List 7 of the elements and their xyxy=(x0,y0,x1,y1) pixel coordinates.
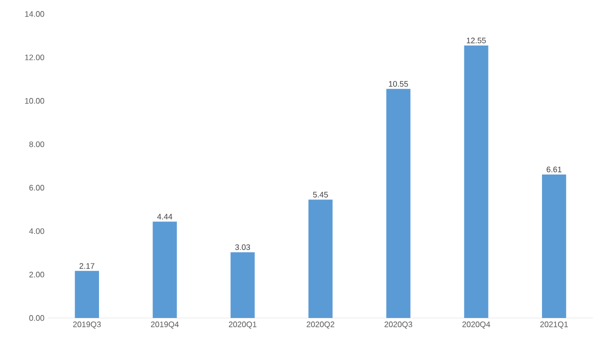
bar xyxy=(464,45,488,318)
bar xyxy=(230,252,255,318)
bar xyxy=(152,222,177,318)
bar xyxy=(74,270,99,318)
bar xyxy=(386,88,410,318)
bar xyxy=(542,174,566,318)
bar xyxy=(308,200,333,318)
